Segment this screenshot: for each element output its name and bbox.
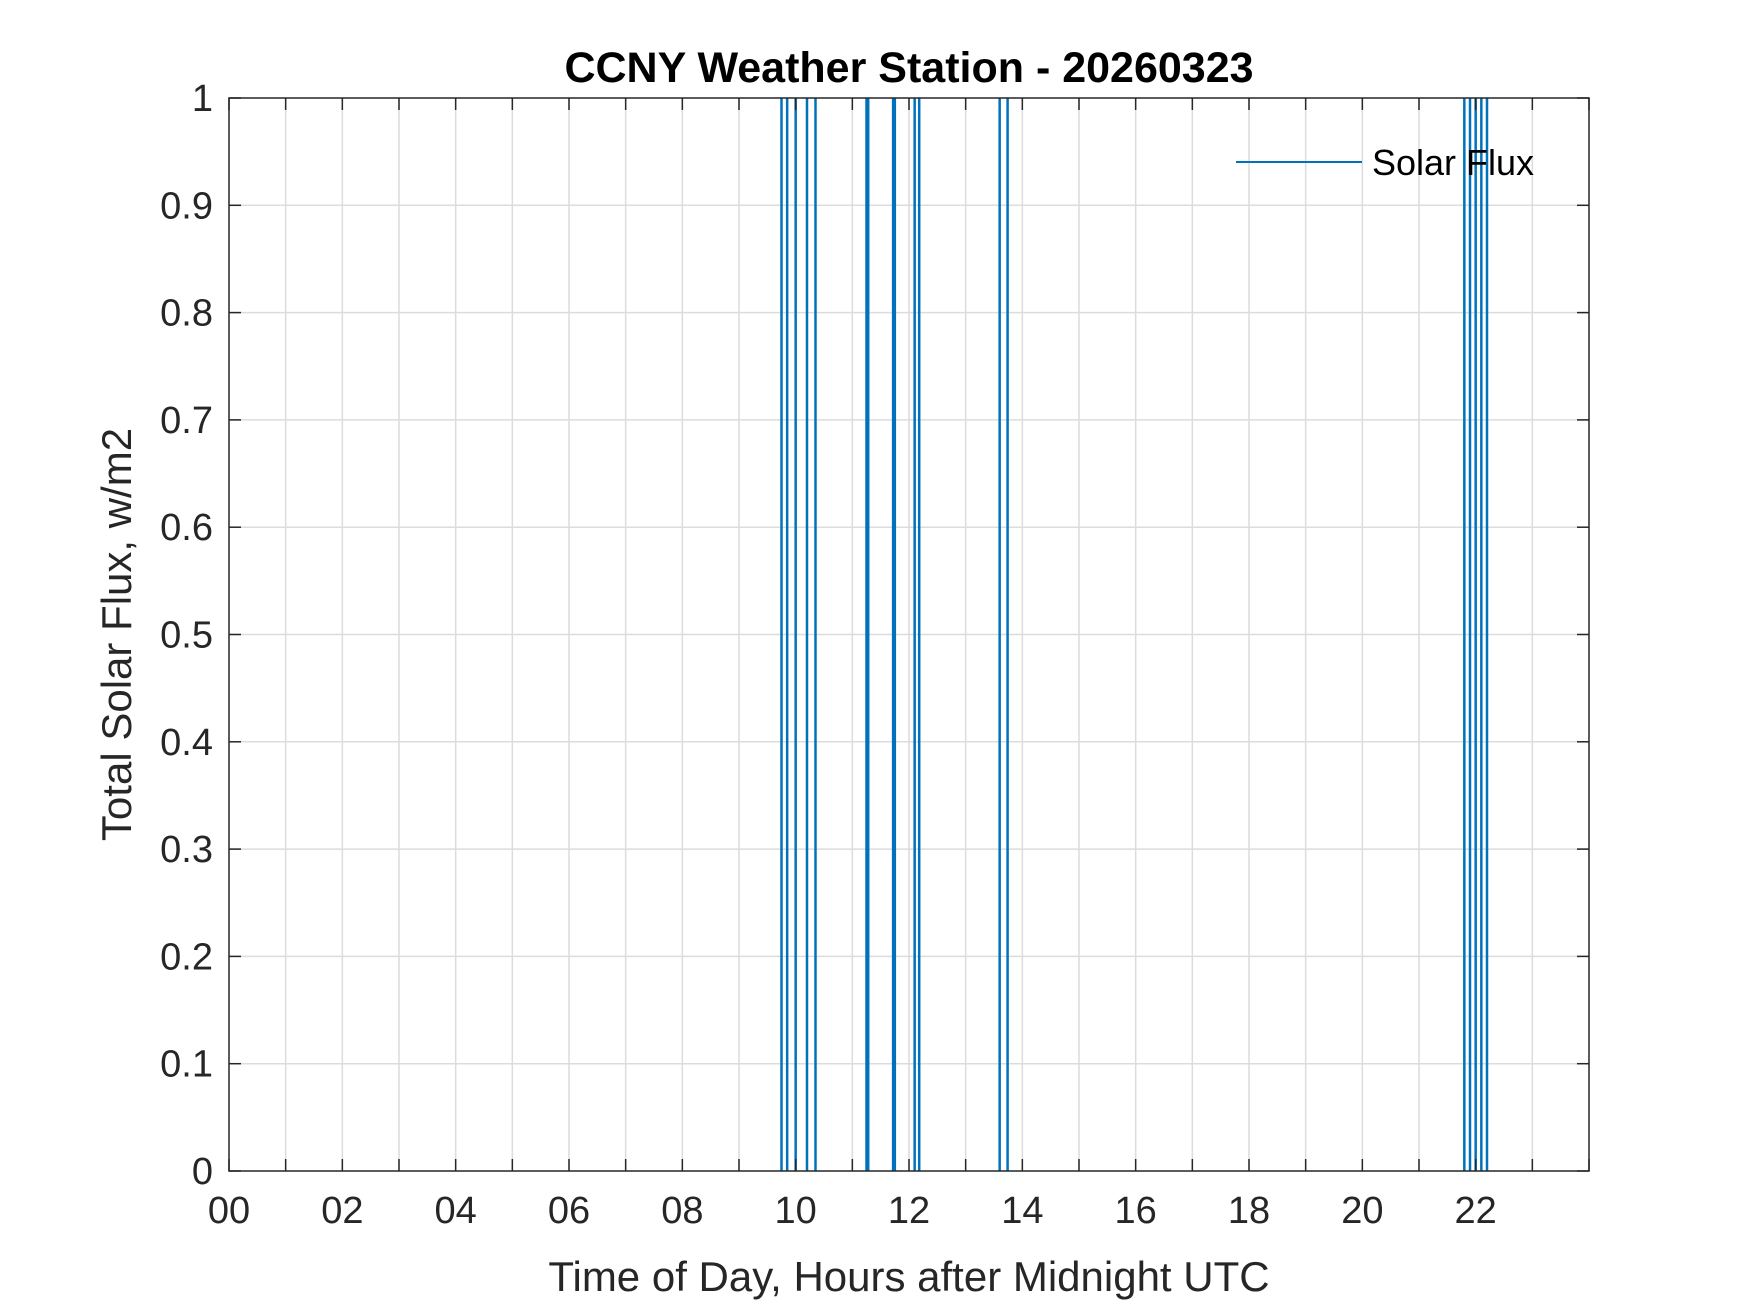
x-tick-label: 22: [1455, 1190, 1497, 1232]
x-tick-label: 12: [888, 1190, 930, 1232]
legend-label-solar-flux: Solar Flux: [1372, 142, 1534, 183]
y-tick-label: 0.5: [160, 615, 213, 657]
x-tick-label: 16: [1115, 1190, 1157, 1232]
x-tick-label: 18: [1228, 1190, 1270, 1232]
y-tick-label: 0.2: [160, 936, 213, 978]
x-tick-label: 08: [661, 1190, 703, 1232]
y-tick-labels: 0 0.1 0.2 0.3 0.4 0.5 0.6 0.7 0.8 0.9 1: [160, 78, 213, 1193]
x-tick-labels: 00 02 04 06 08 10 12 14 16 18 20 22: [208, 1190, 1497, 1232]
y-tick-label: 0.3: [160, 829, 213, 871]
y-tick-label: 0.9: [160, 185, 213, 227]
x-axis-label: Time of Day, Hours after Midnight UTC: [548, 1253, 1269, 1300]
tick-marks: [228, 97, 1590, 1172]
y-tick-label: 0.7: [160, 400, 213, 442]
x-tick-label: 04: [435, 1190, 477, 1232]
x-tick-label: 02: [321, 1190, 363, 1232]
grid-lines: [229, 98, 1589, 1171]
chart-title: CCNY Weather Station - 20260323: [564, 44, 1253, 92]
y-tick-label: 0.4: [160, 722, 213, 764]
y-axis-label: Total Solar Flux, w/m2: [93, 428, 140, 841]
x-tick-label: 10: [775, 1190, 817, 1232]
x-tick-label: 14: [1001, 1190, 1043, 1232]
x-tick-label: 00: [208, 1190, 250, 1232]
x-tick-label: 20: [1341, 1190, 1383, 1232]
y-tick-label: 1: [192, 78, 213, 120]
y-tick-label: 0.6: [160, 507, 213, 549]
legend: Solar Flux: [1236, 142, 1534, 183]
y-tick-label: 0.1: [160, 1044, 213, 1086]
x-tick-label: 06: [548, 1190, 590, 1232]
y-tick-label: 0.8: [160, 293, 213, 335]
y-tick-label: 0: [192, 1151, 213, 1193]
series-solar-flux: [780, 98, 1489, 1171]
